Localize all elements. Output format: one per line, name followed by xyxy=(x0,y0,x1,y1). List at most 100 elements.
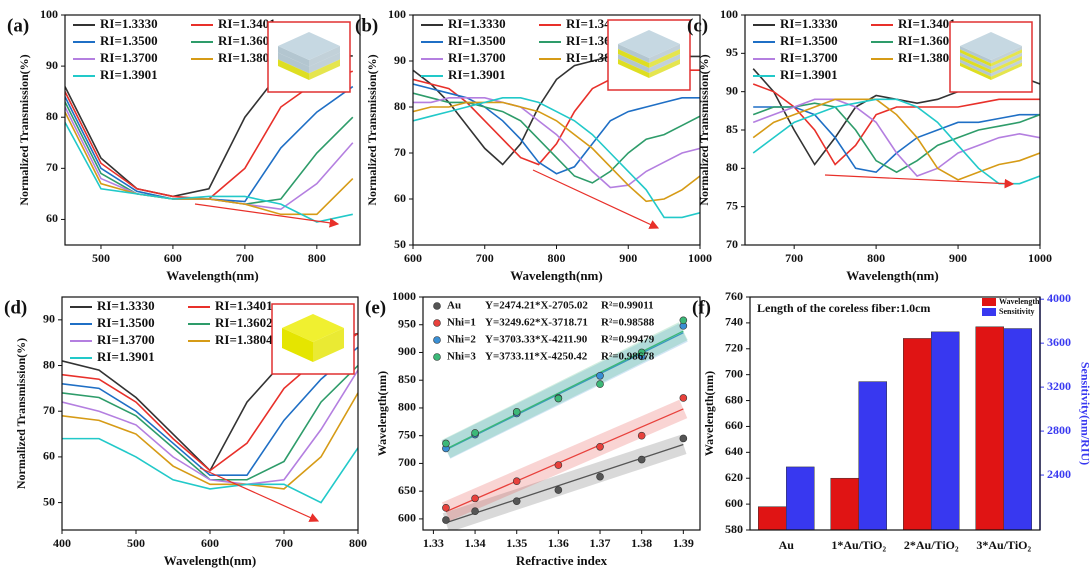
bar xyxy=(931,331,960,530)
x-tick-label: 3*Au/TiO₂ xyxy=(976,538,1031,552)
y-tick-label: 660 xyxy=(725,418,743,432)
data-point xyxy=(679,316,688,325)
y-tick-label: 680 xyxy=(725,392,743,406)
legend-label: Nhi=3 xyxy=(447,351,476,363)
legend-label: RI=1.3700 xyxy=(448,50,506,65)
x-tick-label: 2*Au/TiO₂ xyxy=(904,538,959,552)
bar xyxy=(858,381,887,530)
data-point xyxy=(679,394,688,402)
inset-layer xyxy=(991,52,1022,70)
y-axis-label: Normalized Transmission(%) xyxy=(365,54,379,205)
inset-layer xyxy=(278,59,309,80)
inset-layer xyxy=(960,56,991,74)
y2-axis-label: Sensitivity(nm/RIU) xyxy=(1078,362,1092,465)
legend-marker xyxy=(433,336,441,344)
legend-label: RI=1.3901 xyxy=(100,67,158,82)
plot-frame xyxy=(64,14,361,246)
y-tick-label: 740 xyxy=(725,315,743,329)
x-tick-label: 1.37 xyxy=(590,536,611,550)
y-tick-label: 60 xyxy=(43,449,55,463)
plot-frame xyxy=(744,14,1041,246)
spectrum-line xyxy=(65,111,354,216)
fit-r2: R²=0.99479 xyxy=(601,334,655,346)
fit-r2: R²=0.99011 xyxy=(601,300,654,312)
y-tick-label: 70 xyxy=(394,145,406,159)
plot-area xyxy=(441,316,688,530)
fit-equation: Y=3703.33*X-4211.90 xyxy=(485,334,588,346)
spectrum-line xyxy=(413,97,700,189)
x-tick-label: 1*Au/TiO₂ xyxy=(831,538,886,552)
y-tick-label: 80 xyxy=(46,109,58,123)
legend-label: Nhi=1 xyxy=(447,317,476,329)
legend-label: RI=1.3602 xyxy=(215,315,273,330)
fit-equation: Y=2474.21*X-2705.02 xyxy=(485,300,588,312)
x-tick-label: 800 xyxy=(349,536,367,550)
y-tick-label: 50 xyxy=(394,237,406,251)
inset-layer xyxy=(278,46,309,67)
bar xyxy=(903,338,932,530)
fit-line xyxy=(445,408,684,513)
legend-label: Sensitivity xyxy=(999,307,1035,316)
legend-label: RI=1.3700 xyxy=(780,50,838,65)
y-tick-label: 70 xyxy=(46,160,58,174)
panel: (a) Normalized Transmission(%) Wavelength(… xyxy=(7,7,361,283)
panel: (b) Normalized Transmission(%) Wavelength(… xyxy=(355,7,712,283)
y-tick-label: 100 xyxy=(388,7,406,21)
legend-label: Nhi=2 xyxy=(447,334,476,346)
legend-label: RI=1.3330 xyxy=(100,16,158,31)
inset-layer xyxy=(649,54,680,73)
inset-top xyxy=(618,30,680,58)
inset-top xyxy=(282,314,344,342)
inset-layer xyxy=(991,56,1022,74)
plot-area xyxy=(758,326,1032,530)
trend-arrow xyxy=(194,203,340,228)
y-tick-label: 640 xyxy=(725,444,743,458)
data-point xyxy=(596,371,604,380)
y-axis-label: Normalized Transmission(%) xyxy=(14,338,28,489)
y-tick-label: 1000 xyxy=(392,289,416,303)
x-tick-label: 500 xyxy=(92,251,110,265)
data-point xyxy=(442,516,450,524)
spectrum-line xyxy=(413,83,700,175)
spectrum-line xyxy=(752,83,1040,166)
data-point xyxy=(471,507,479,515)
x-tick-label: 1000 xyxy=(688,251,712,265)
y-tick-label: 85 xyxy=(726,122,738,136)
x-axis-label: Wavelength(nm) xyxy=(510,268,602,283)
x-tick-label: 700 xyxy=(236,251,254,265)
x-tick-label: 1000 xyxy=(1028,251,1052,265)
fit-r2: R²=0.98678 xyxy=(601,351,655,363)
panel: (c) Normalized Transmission(%) Wavelength(… xyxy=(687,7,1052,283)
y-tick-label: 90 xyxy=(46,58,58,72)
bar xyxy=(975,326,1004,530)
inset-layer xyxy=(960,49,991,67)
spectrum-line xyxy=(413,97,700,219)
data-point xyxy=(596,380,604,388)
y-tick-label: 95 xyxy=(726,45,738,59)
x-tick-label: 800 xyxy=(867,251,885,265)
x-axis-label: Wavelength(nm) xyxy=(164,553,256,568)
y-tick-label: 50 xyxy=(43,494,55,508)
spectrum-line xyxy=(413,101,700,203)
x-tick-label: 1.38 xyxy=(631,536,652,550)
legend-marker xyxy=(433,319,441,327)
inset-layer xyxy=(649,59,680,78)
inset-layer xyxy=(278,52,309,74)
inset-layer xyxy=(313,328,344,362)
y-tick-label: 90 xyxy=(43,312,55,326)
legend-label: RI=1.3500 xyxy=(780,33,838,48)
legend-label: RI=1.3700 xyxy=(100,50,158,65)
x-tick-label: 1.33 xyxy=(423,536,444,550)
x-axis-label: Wavelength(nm) xyxy=(166,268,258,283)
legend-label: RI=1.3401 xyxy=(215,298,273,313)
y2-tick-label: 2800 xyxy=(1047,423,1071,437)
y-tick-label: 750 xyxy=(398,427,416,441)
trend-arrow xyxy=(199,467,320,522)
data-point xyxy=(554,486,563,494)
legend-label: RI=1.3330 xyxy=(780,16,838,31)
y-tick-label: 950 xyxy=(398,316,416,330)
y2-tick-label: 3200 xyxy=(1047,379,1071,393)
inset-layer xyxy=(991,46,1022,64)
legend-label: RI=1.3602 xyxy=(218,33,276,48)
spectrum-line xyxy=(62,392,358,490)
